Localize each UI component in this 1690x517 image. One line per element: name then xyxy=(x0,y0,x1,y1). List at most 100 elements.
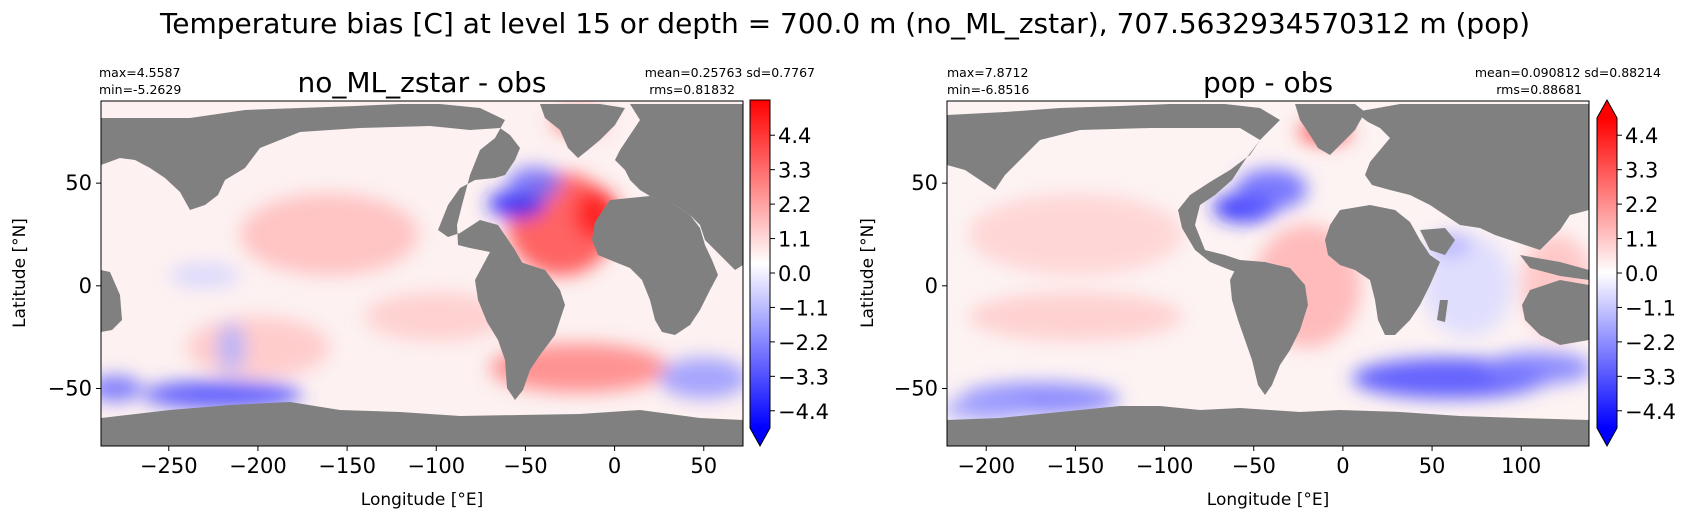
y-tick-label: 50 xyxy=(65,171,92,195)
x-tick-label: 0 xyxy=(1336,454,1349,478)
stat-max: max=4.5587 xyxy=(99,65,180,80)
colorbar-tick-label: −2.2 xyxy=(1625,331,1676,355)
land-indonesia xyxy=(1520,255,1589,280)
bias-region xyxy=(186,316,330,379)
colorbar-tick-label: −3.3 xyxy=(778,365,829,389)
bias-region xyxy=(968,193,1183,276)
bias-region xyxy=(968,291,1183,342)
x-tick-label: −250 xyxy=(140,454,198,478)
land-greenland xyxy=(540,104,625,158)
bias-region xyxy=(507,166,562,200)
map-frame xyxy=(100,100,744,447)
colorbar-tick-label: −3.3 xyxy=(1625,365,1676,389)
x-axis-label: Longitude [°E] xyxy=(361,490,483,510)
y-tick-label: −50 xyxy=(894,377,938,401)
colorbar-tick-label: 2.2 xyxy=(778,193,811,217)
map-area xyxy=(947,101,1589,446)
colorbar-tick-label: −1.1 xyxy=(1625,296,1676,320)
colorbar-tick-label: −4.4 xyxy=(1625,400,1676,424)
x-tick-label: 100 xyxy=(1501,454,1541,478)
x-axis-ticks: −200 −150 −100 −50 0 50 100 xyxy=(957,446,1541,478)
y-tick-label: −50 xyxy=(48,377,92,401)
map-frame xyxy=(946,100,1590,447)
colorbar-frame xyxy=(749,99,771,448)
land-australia xyxy=(1522,280,1589,345)
x-tick-label: −100 xyxy=(1136,454,1194,478)
colorbar-ticks: 4.4 3.3 2.2 1.1 0.0 −1.1 −2.2 −3.3 −4.4 xyxy=(1617,124,1676,424)
colorbar-extend-min xyxy=(1597,428,1617,446)
colorbar-extend-max xyxy=(1597,100,1617,118)
panel-pop: pop - obs max=7.8712 min=-6.8516 mean=0.… xyxy=(858,65,1676,510)
x-tick-label: 50 xyxy=(1419,454,1446,478)
x-tick-label: −50 xyxy=(503,454,547,478)
land-north-america xyxy=(947,104,1280,278)
colorbar-tick-label: 4.4 xyxy=(778,124,811,148)
land-antarctica xyxy=(947,406,1589,446)
land-eurasia xyxy=(1355,104,1589,250)
colorbar-extend-min xyxy=(750,428,770,446)
bias-region xyxy=(168,263,241,288)
y-axis-label: Latitude [°N] xyxy=(858,218,878,328)
stat-mean-sd: mean=0.25763 sd=0.7767 xyxy=(645,65,815,80)
land-australia xyxy=(101,270,122,332)
colorbar-tick-label: 3.3 xyxy=(778,159,811,183)
x-axis-label: Longitude [°E] xyxy=(1207,490,1329,510)
y-axis-ticks: −50 0 50 xyxy=(894,171,947,401)
land-mask xyxy=(101,104,743,446)
colorbar-gradient xyxy=(750,100,770,428)
stat-max: max=7.8712 xyxy=(947,65,1028,80)
figure-suptitle: Temperature bias [C] at level 15 or dept… xyxy=(159,7,1530,40)
panel-no-ml-zstar: no_ML_zstar - obs max=4.5587 min=-5.2629… xyxy=(10,65,829,510)
x-tick-label: 50 xyxy=(690,454,717,478)
land-antarctica xyxy=(101,402,743,446)
bias-region xyxy=(101,376,143,401)
land-mask xyxy=(947,104,1589,446)
x-tick-label: 0 xyxy=(608,454,621,478)
bias-region xyxy=(142,380,303,410)
x-tick-label: −200 xyxy=(229,454,287,478)
y-tick-label: 50 xyxy=(911,171,938,195)
land-north-america xyxy=(101,104,535,292)
land-africa xyxy=(592,196,718,335)
land-madagascar xyxy=(1437,300,1448,322)
colorbar: 4.4 3.3 2.2 1.1 0.0 −1.1 −2.2 −3.3 −4.4 xyxy=(1596,98,1676,448)
bias-region xyxy=(659,357,743,399)
colorbar-tick-label: −2.2 xyxy=(778,331,829,355)
panel-title: no_ML_zstar - obs xyxy=(298,66,547,99)
bias-region xyxy=(1485,351,1589,385)
colorbar-tick-label: 0.0 xyxy=(778,262,811,286)
stat-min: min=-6.8516 xyxy=(947,82,1029,97)
colorbar-ticks: 4.4 3.3 2.2 1.1 0.0 −1.1 −2.2 −3.3 −4.4 xyxy=(770,124,829,424)
bias-region xyxy=(364,291,508,342)
land-greenland xyxy=(1295,104,1365,155)
y-axis-label: Latitude [°N] xyxy=(10,218,30,328)
colorbar-tick-label: 4.4 xyxy=(1625,124,1658,148)
x-axis-ticks: −250 −200 −150 −100 −50 0 50 xyxy=(140,446,717,478)
land-eurasia xyxy=(615,104,743,270)
colorbar-tick-label: 1.1 xyxy=(778,228,811,252)
stat-rms: rms=0.88681 xyxy=(1496,82,1582,97)
land-africa xyxy=(1325,205,1440,335)
land-south-america xyxy=(475,252,565,400)
bias-region xyxy=(216,322,246,373)
colorbar-tick-label: 2.2 xyxy=(1625,193,1658,217)
colorbar-gradient xyxy=(1597,118,1617,428)
stat-min: min=-5.2629 xyxy=(99,82,181,97)
colorbar-tick-label: −4.4 xyxy=(778,400,829,424)
stat-mean-sd: mean=0.090812 sd=0.88214 xyxy=(1475,65,1661,80)
stat-rms: rms=0.81832 xyxy=(649,82,735,97)
colorbar-tick-label: 1.1 xyxy=(1625,228,1658,252)
panel-title: pop - obs xyxy=(1203,66,1333,99)
x-tick-label: −50 xyxy=(1232,454,1276,478)
x-tick-label: −150 xyxy=(1047,454,1105,478)
x-tick-label: −100 xyxy=(407,454,465,478)
colorbar-tick-label: 0.0 xyxy=(1625,262,1658,286)
bias-region xyxy=(947,396,1031,422)
bias-region xyxy=(1235,168,1308,210)
y-axis-ticks: −50 0 50 xyxy=(48,171,101,401)
y-tick-label: 0 xyxy=(79,274,92,298)
colorbar: 4.4 3.3 2.2 1.1 0.0 −1.1 −2.2 −3.3 −4.4 xyxy=(749,99,829,448)
colorbar-tick-label: 3.3 xyxy=(1625,159,1658,183)
x-tick-label: −150 xyxy=(318,454,376,478)
